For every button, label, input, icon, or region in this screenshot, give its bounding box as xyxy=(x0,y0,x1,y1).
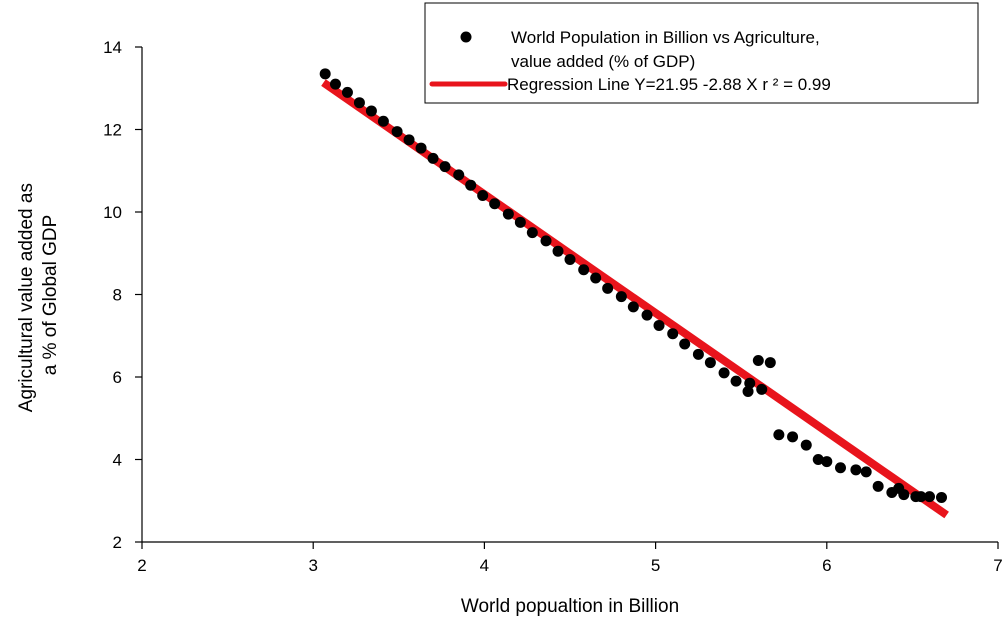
x-tick-label: 2 xyxy=(137,556,146,575)
data-point xyxy=(590,272,602,284)
data-point xyxy=(353,97,365,109)
legend-marker-points xyxy=(460,31,472,43)
data-point xyxy=(477,190,489,201)
data-point xyxy=(860,466,872,478)
data-point xyxy=(915,491,927,503)
data-point xyxy=(893,482,905,494)
y-tick-label: 2 xyxy=(113,533,122,552)
data-point xyxy=(667,328,679,340)
data-point xyxy=(602,282,614,294)
data-point xyxy=(564,253,576,265)
data-point xyxy=(742,385,754,397)
data-point xyxy=(465,179,477,191)
x-tick-label: 6 xyxy=(822,556,831,575)
data-points xyxy=(319,68,948,503)
x-tick-label: 3 xyxy=(308,556,317,575)
data-point xyxy=(514,216,526,228)
data-point xyxy=(403,134,415,146)
y-axis-title-line-2: a % of Global GDP xyxy=(40,215,61,376)
data-point xyxy=(924,491,936,503)
data-point xyxy=(744,377,756,389)
data-point xyxy=(752,355,764,366)
y-ticks: 2 4 6 8 10 12 14 xyxy=(103,38,142,552)
data-point xyxy=(415,142,427,154)
data-point xyxy=(552,245,564,257)
data-point xyxy=(872,480,884,492)
data-point xyxy=(821,456,833,468)
y-tick-label: 10 xyxy=(103,203,122,222)
legend-label-points-line-2: value added (% of GDP) xyxy=(511,52,695,71)
data-point xyxy=(329,78,341,90)
y-tick-label: 6 xyxy=(113,368,122,387)
data-point xyxy=(427,152,439,164)
y-tick-label: 12 xyxy=(103,121,122,140)
legend-box xyxy=(424,2,979,104)
legend-label-points: World Population in Billion vs Agricultu… xyxy=(511,28,824,71)
x-tick-label: 5 xyxy=(651,556,660,575)
data-point xyxy=(615,291,627,303)
data-point xyxy=(578,264,590,276)
data-point xyxy=(800,439,812,451)
data-point xyxy=(679,338,691,350)
y-tick-label: 4 xyxy=(113,451,122,470)
regression-line-group xyxy=(321,79,949,519)
regression-line xyxy=(321,79,949,519)
data-point xyxy=(704,357,716,369)
data-point xyxy=(319,68,331,80)
legend-label-regression: Regression Line Y=21.95 -2.88 X r ² = 0.… xyxy=(507,75,831,94)
data-point xyxy=(365,105,377,117)
data-point xyxy=(812,454,824,465)
data-point xyxy=(773,429,785,441)
data-point xyxy=(692,348,704,360)
y-axis-title: Agricultural value added as a % of Globa… xyxy=(16,178,61,412)
data-point xyxy=(787,431,799,443)
y-tick-label: 14 xyxy=(103,38,122,57)
x-tick-label: 4 xyxy=(480,556,489,575)
data-point xyxy=(641,309,653,321)
data-point xyxy=(653,319,665,331)
data-point xyxy=(627,301,639,313)
data-point xyxy=(377,115,389,127)
data-point xyxy=(850,464,862,476)
data-point xyxy=(439,161,451,173)
data-point xyxy=(391,126,403,138)
data-point xyxy=(764,357,776,369)
data-point xyxy=(502,208,514,220)
data-point xyxy=(526,227,538,239)
data-point xyxy=(540,235,552,247)
legend-label-points-line-1: World Population in Billion vs Agricultu… xyxy=(511,28,820,47)
x-tick-label: 7 xyxy=(993,556,1002,575)
data-point xyxy=(730,375,742,387)
legend: World Population in Billion vs Agricultu… xyxy=(424,2,979,104)
x-axis-title: World popualtion in Billion xyxy=(461,596,679,617)
data-point xyxy=(341,86,353,98)
data-point xyxy=(936,491,948,503)
data-point xyxy=(489,198,501,210)
y-tick-label: 8 xyxy=(113,286,122,305)
data-point xyxy=(834,462,846,474)
data-point xyxy=(756,383,768,395)
x-ticks: 2 3 4 5 6 7 xyxy=(137,542,1003,575)
y-axis-title-line-1: Agricultural value added as xyxy=(16,183,37,412)
data-point xyxy=(453,169,465,181)
data-point xyxy=(718,367,730,379)
